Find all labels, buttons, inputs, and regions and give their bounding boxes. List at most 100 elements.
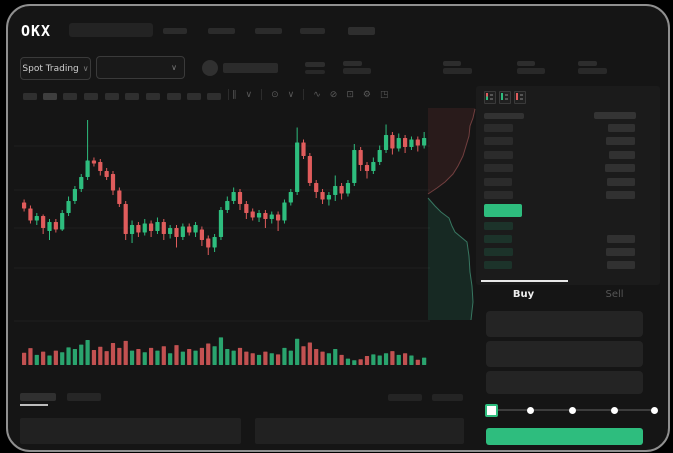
order-book-ask-row[interactable] — [484, 177, 635, 186]
chevron-down-icon[interactable]: ∨ — [245, 89, 253, 100]
timeframe-button-active[interactable] — [43, 93, 57, 100]
total-input[interactable] — [486, 371, 643, 394]
bottom-tab-history[interactable] — [67, 393, 101, 401]
timeframe-button[interactable] — [23, 93, 37, 100]
candle-series — [22, 120, 427, 255]
compare-icon[interactable]: ⊘ — [329, 89, 338, 100]
slider-stop[interactable] — [651, 407, 658, 414]
indicators-icon[interactable]: ⊙ — [271, 89, 279, 100]
order-book-price-header — [484, 113, 524, 119]
tab-sell-label: Sell — [605, 288, 624, 300]
amount-placeholder — [607, 177, 635, 186]
slider-stop[interactable] — [527, 407, 534, 414]
price-placeholder — [484, 124, 513, 132]
chevron-down-icon: ∨ — [82, 63, 89, 73]
orders-table-placeholder — [255, 418, 464, 444]
nav-item[interactable] — [348, 27, 375, 35]
bottom-action[interactable] — [432, 394, 463, 401]
book-asks-icon[interactable] — [514, 91, 526, 104]
slider-stop[interactable] — [569, 407, 576, 414]
nav-item[interactable] — [208, 28, 235, 34]
order-book-ask-row[interactable] — [484, 150, 635, 159]
book-combined-icon[interactable] — [484, 91, 496, 104]
ticker-stat-value — [517, 68, 545, 74]
nav-item[interactable] — [300, 28, 325, 34]
pair-selector-dropdown[interactable]: ∨ — [96, 56, 185, 79]
market-type-dropdown[interactable]: Spot Trading ∨ — [20, 57, 91, 80]
ticker-stat-value — [443, 68, 472, 74]
timeframe-button[interactable] — [167, 93, 181, 100]
timeframe-button[interactable] — [146, 93, 160, 100]
toolbar-divider — [303, 89, 305, 100]
market-type-label: Spot Trading — [22, 63, 79, 74]
ticker-stat-value — [343, 68, 371, 74]
bottom-action[interactable] — [388, 394, 422, 401]
chart-type-icon[interactable]: ∥ — [232, 89, 237, 100]
order-book-ask-row[interactable] — [484, 164, 635, 173]
price-placeholder — [484, 177, 512, 186]
toolbar-divider — [228, 89, 229, 100]
orders-table-placeholder — [20, 418, 241, 444]
last-price-badge[interactable] — [484, 204, 522, 217]
bottom-tab-underline — [20, 404, 48, 406]
amount-placeholder — [606, 137, 635, 146]
line-tool-icon[interactable]: ∿ — [313, 89, 321, 100]
buy-submit-button[interactable] — [486, 428, 643, 445]
price-placeholder — [484, 222, 513, 230]
amount-placeholder — [607, 261, 635, 269]
order-book-bid-row[interactable] — [484, 261, 635, 269]
timeframe-button[interactable] — [125, 93, 139, 100]
amount-placeholder — [609, 150, 635, 159]
order-book-bid-row[interactable] — [484, 248, 635, 256]
tab-sell[interactable]: Sell — [569, 282, 660, 306]
order-book-ask-row[interactable] — [484, 124, 635, 132]
amount-placeholder — [605, 164, 635, 173]
search-input[interactable] — [69, 23, 153, 37]
ticker-stat-label — [343, 61, 362, 66]
nav-item[interactable] — [255, 28, 282, 34]
price-placeholder — [484, 261, 512, 269]
settings-icon[interactable]: ⚙ — [362, 89, 371, 100]
slider-stop[interactable] — [611, 407, 618, 414]
order-book-ask-row[interactable] — [484, 137, 635, 146]
order-book-bid-row[interactable] — [484, 235, 635, 243]
tab-buy-label: Buy — [512, 288, 535, 300]
device-frame: OKX Spot Trading ∨ ∨ ∥ ∨ ⊙ ∨ ∿ ⊘ ⊡ — [6, 4, 670, 452]
order-book-asks — [484, 124, 635, 208]
amount-placeholder — [607, 235, 635, 243]
timeframe-button[interactable] — [187, 93, 201, 100]
ticker-stat-label — [517, 61, 535, 66]
price-placeholder — [484, 191, 513, 199]
amount-placeholder — [606, 191, 635, 199]
price-input[interactable] — [486, 311, 643, 337]
okx-logo[interactable]: OKX — [21, 22, 52, 40]
order-book-bid-row[interactable] — [484, 222, 635, 230]
active-tab-indicator — [481, 280, 568, 282]
nav-item[interactable] — [163, 28, 187, 34]
camera-icon[interactable]: ⊡ — [346, 89, 354, 100]
ticker-stat-value — [578, 68, 607, 74]
price-placeholder — [484, 164, 513, 173]
amount-input[interactable] — [486, 341, 643, 367]
chevron-down-icon: ∨ — [171, 62, 177, 72]
bottom-tab-open-orders[interactable] — [20, 393, 56, 401]
timeframe-button[interactable] — [84, 93, 98, 100]
price-placeholder — [484, 248, 513, 256]
amount-placeholder — [608, 124, 635, 132]
fullscreen-icon[interactable]: ◳ — [379, 89, 389, 100]
candlestick-chart[interactable] — [14, 106, 430, 368]
amount-slider-handle[interactable] — [485, 404, 498, 417]
timeframe-button[interactable] — [207, 93, 221, 100]
order-book-bids — [484, 222, 635, 274]
pair-name-placeholder — [223, 63, 278, 73]
price-placeholder — [484, 150, 513, 159]
timeframe-button[interactable] — [63, 93, 77, 100]
book-bids-icon[interactable] — [499, 91, 511, 104]
ticker-stat-label — [305, 62, 325, 67]
timeframe-button[interactable] — [105, 93, 119, 100]
order-book-ask-row[interactable] — [484, 191, 635, 199]
chevron-down-icon[interactable]: ∨ — [287, 89, 295, 100]
chart-toolbar-icons: ∥ ∨ ⊙ ∨ ∿ ⊘ ⊡ ⚙ ◳ — [232, 88, 388, 101]
tab-buy[interactable]: Buy — [478, 282, 569, 306]
toolbar-divider — [261, 89, 263, 100]
